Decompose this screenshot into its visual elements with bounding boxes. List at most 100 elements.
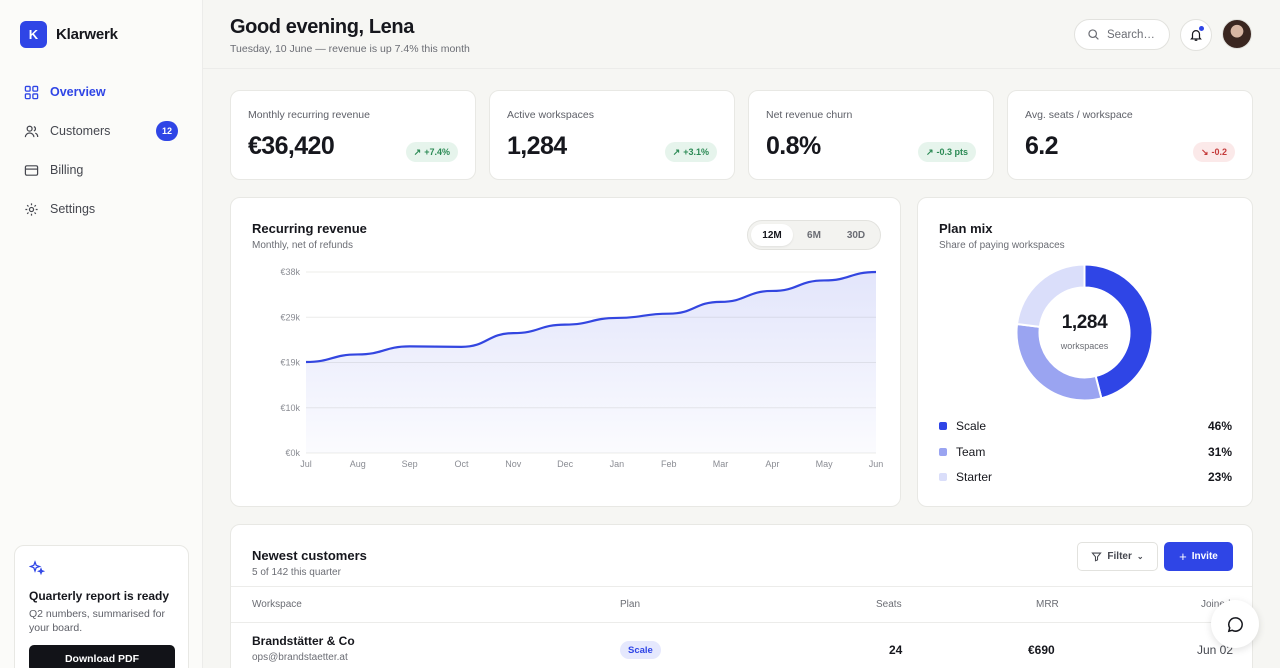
x-tick-label: Jan: [610, 459, 625, 469]
legend-swatch: [939, 448, 947, 456]
sidebar-item-label: Settings: [50, 202, 96, 216]
range-option-6m[interactable]: 6M: [807, 229, 821, 241]
kpi-delta-badge: ↗ -0.3 pts: [917, 142, 976, 162]
y-tick-label: €10k: [280, 403, 300, 413]
newest-customers-card: Newest customers 5 of 142 this quarter F…: [230, 524, 1253, 668]
kpi-card-mrr: Monthly recurring revenue €36,420 ↗ +7.4%: [230, 90, 476, 180]
search-placeholder: Search…: [1107, 28, 1155, 41]
kpi-card-avg-seats: Avg. seats / workspace 6.2 ↘ -0.2: [1007, 90, 1253, 180]
table-row[interactable]: Brandstätter & Co ops@brandstaetter.at S…: [231, 623, 1252, 668]
y-tick-label: €38k: [280, 267, 300, 277]
kpi-label: Monthly recurring revenue: [248, 109, 370, 121]
column-header-workspace[interactable]: Workspace: [252, 599, 302, 610]
y-tick-label: €0k: [285, 448, 300, 458]
top-header: Good evening, Lena Tuesday, 10 June — re…: [203, 0, 1280, 69]
filter-label: Filter: [1107, 551, 1132, 562]
kpi-label: Avg. seats / workspace: [1025, 109, 1133, 121]
kpi-delta-badge: ↗ +3.1%: [664, 142, 717, 162]
sidebar-item-customers[interactable]: Customers 12: [14, 117, 190, 145]
x-tick-label: Apr: [765, 459, 779, 469]
legend-swatch: [939, 473, 947, 481]
brand-name: Klarwerk: [56, 26, 118, 43]
sidebar-item-billing[interactable]: Billing: [14, 156, 190, 184]
brand[interactable]: K Klarwerk: [20, 21, 118, 48]
plan-mix-card: Plan mix Share of paying workspaces 1,28…: [917, 197, 1253, 507]
column-header-joined[interactable]: Joined: [1201, 599, 1231, 610]
arrow-up-right-icon: ↗: [413, 146, 422, 157]
search-icon: [1088, 29, 1099, 40]
legend-swatch: [939, 422, 947, 430]
kpi-value: €36,420: [248, 132, 335, 160]
x-tick-label: Nov: [505, 459, 522, 469]
user-avatar[interactable]: [1222, 19, 1252, 49]
donut-slice-starter[interactable]: [1016, 264, 1086, 328]
donut-slice-team[interactable]: [1016, 322, 1103, 401]
range-option-12m[interactable]: 12M: [751, 224, 793, 246]
column-header-seats[interactable]: Seats: [876, 599, 902, 610]
search-input[interactable]: Search…: [1074, 19, 1170, 50]
download-pdf-button[interactable]: Download PDF: [29, 645, 175, 668]
credit-card-icon: [24, 164, 39, 176]
invite-label: Invite: [1191, 551, 1218, 562]
legend-label: Team: [956, 445, 986, 459]
sidebar-item-label: Billing: [50, 163, 84, 177]
invite-button[interactable]: + Invite: [1164, 542, 1233, 571]
filter-button[interactable]: Filter ⌄: [1077, 542, 1158, 571]
promo-title: Quarterly report is ready: [29, 589, 170, 603]
sidebar-item-overview[interactable]: Overview: [14, 78, 190, 106]
chevron-down-icon: ⌄: [1136, 552, 1144, 561]
bell-icon: [1190, 30, 1202, 41]
customers-count-badge: 12: [156, 121, 178, 141]
revenue-chart-card: Recurring revenue Monthly, net of refund…: [230, 197, 901, 507]
sidebar-item-label: Overview: [50, 85, 106, 99]
workspace-email: ops@brandstaetter.at: [252, 652, 348, 663]
page-subtitle: Tuesday, 10 June — revenue is up 7.4% th…: [230, 43, 470, 55]
mrr-value: €690: [1028, 643, 1055, 657]
donut-center-label: workspaces: [1060, 341, 1109, 351]
column-header-mrr[interactable]: MRR: [1036, 599, 1059, 610]
y-tick-label: €19k: [280, 358, 300, 368]
legend-value: 23%: [1207, 470, 1232, 484]
filter-icon: [1091, 552, 1103, 562]
sidebar: K Klarwerk Overview Customers 12 Billing…: [0, 0, 203, 668]
chart-title: Recurring revenue: [252, 221, 367, 236]
kpi-delta-value: +3.1%: [683, 147, 709, 157]
kpi-label: Net revenue churn: [766, 109, 853, 121]
x-tick-label: Jul: [300, 459, 312, 469]
legend-value: 46%: [1207, 419, 1232, 433]
table-header: Workspace Plan Seats MRR Joined: [231, 586, 1252, 623]
kpi-value: 0.8%: [766, 132, 821, 160]
x-tick-label: Sep: [402, 459, 418, 469]
kpi-card-churn: Net revenue churn 0.8% ↗ -0.3 pts: [748, 90, 994, 180]
notifications-button[interactable]: [1180, 19, 1212, 51]
brand-logo: K: [20, 21, 47, 48]
range-option-30d[interactable]: 30D: [846, 229, 866, 241]
donut-center-value: 1,284: [1061, 312, 1108, 333]
workspace-name: Brandstätter & Co: [252, 634, 355, 648]
y-tick-label: €29k: [280, 312, 300, 322]
x-tick-label: Dec: [557, 459, 574, 469]
revenue-area-chart: €0k €10k €19k €29k €38k Jul Aug Sep Oct Nov Dec Jan…: [280, 267, 884, 469]
legend-item-scale: Scale 46%: [939, 417, 1232, 435]
kpi-delta-value: -0.3 pts: [936, 147, 968, 157]
kpi-delta-badge: ↘ -0.2: [1192, 142, 1235, 162]
chat-button[interactable]: [1211, 600, 1259, 648]
kpi-label: Active workspaces: [507, 109, 594, 121]
gear-icon: [25, 202, 38, 216]
joined-value: Jun 02: [1197, 643, 1234, 657]
x-tick-label: Jun: [869, 459, 884, 469]
plan-mix-donut: [1016, 264, 1153, 401]
sidebar-item-settings[interactable]: Settings: [14, 195, 190, 223]
column-header-plan[interactable]: Plan: [620, 599, 641, 610]
chart-subtitle: Share of paying workspaces: [939, 240, 1065, 251]
notification-dot: [1199, 26, 1204, 31]
legend-value: 31%: [1207, 445, 1232, 459]
report-promo-card: Quarterly report is ready Q2 numbers, su…: [14, 545, 189, 668]
sidebar-nav: Overview Customers 12 Billing Settings: [14, 78, 190, 234]
arrow-up-right-icon: ↗: [925, 146, 934, 157]
promo-text: Q2 numbers, summarised for your board.: [29, 608, 165, 634]
chart-subtitle: Monthly, net of refunds: [252, 240, 353, 251]
donut-slice-scale[interactable]: [1083, 264, 1153, 400]
x-tick-label: May: [816, 459, 834, 469]
sidebar-item-label: Customers: [50, 124, 111, 138]
